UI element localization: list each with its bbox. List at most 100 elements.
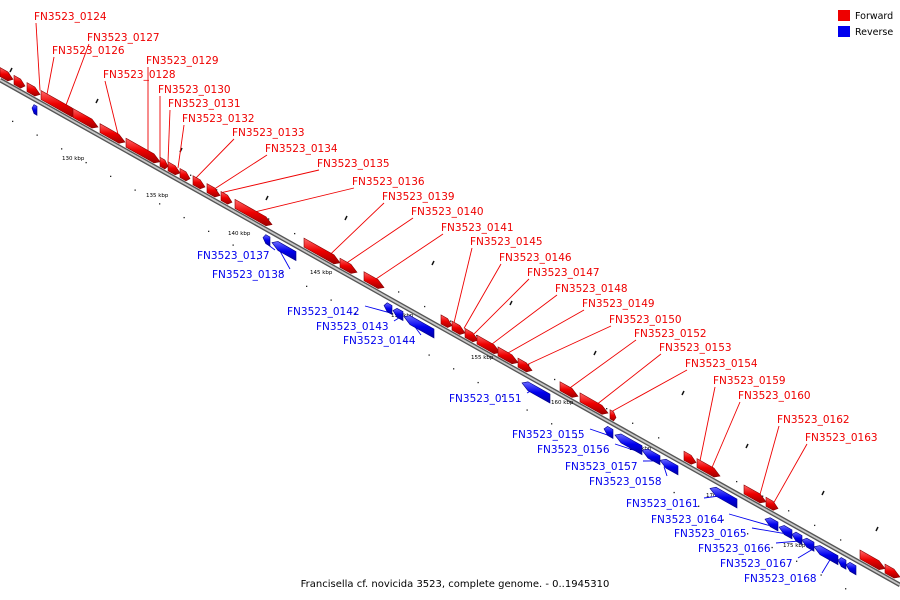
reverse-gene-label[interactable]: FN3523_0144: [343, 335, 416, 347]
forward-gene-label[interactable]: FN3523_0128: [103, 69, 176, 81]
forward-gene-label[interactable]: FN3523_0140: [411, 206, 484, 218]
leader-line: [699, 386, 716, 461]
reverse-gene-arrow[interactable]: [778, 525, 793, 540]
reverse-gene-label[interactable]: FN3523_0167: [720, 558, 793, 570]
reverse-gene-arrow[interactable]: [383, 302, 393, 316]
major-tick: [344, 215, 348, 221]
forward-gene-arrow[interactable]: [683, 450, 697, 465]
forward-gene-label[interactable]: FN3523_0162: [777, 414, 850, 426]
forward-gene-arrow[interactable]: [579, 392, 609, 415]
forward-gene-label[interactable]: FN3523_0160: [738, 390, 811, 402]
reverse-gene-arrow[interactable]: [641, 448, 661, 466]
forward-gene-label[interactable]: FN3523_0124: [34, 11, 107, 23]
forward-gene-arrow[interactable]: [559, 381, 579, 398]
reverse-gene-label[interactable]: FN3523_0164: [651, 514, 724, 526]
forward-gene-label[interactable]: FN3523_0146: [499, 252, 572, 264]
forward-gene-arrow[interactable]: [696, 458, 721, 478]
forward-gene-arrow[interactable]: [0, 67, 14, 82]
forward-gene-arrow[interactable]: [497, 346, 519, 365]
forward-gene-label[interactable]: FN3523_0139: [382, 191, 455, 203]
forward-gene-label[interactable]: FN3523_0135: [317, 158, 390, 170]
forward-gene-label[interactable]: FN3523_0141: [441, 222, 514, 234]
forward-gene-label[interactable]: FN3523_0148: [555, 283, 628, 295]
forward-gene-label[interactable]: FN3523_0159: [713, 375, 786, 387]
major-tick: [509, 300, 513, 306]
forward-gene-arrow[interactable]: [859, 549, 886, 571]
reverse-gene-label[interactable]: FN3523_0151: [449, 393, 522, 405]
forward-gene-arrow[interactable]: [167, 161, 181, 176]
reverse-gene-arrow[interactable]: [262, 234, 271, 247]
forward-gene-label[interactable]: FN3523_0134: [265, 143, 338, 155]
reverse-gene-arrow[interactable]: [403, 315, 435, 339]
reverse-gene-label[interactable]: FN3523_0155: [512, 429, 585, 441]
reverse-gene-label[interactable]: FN3523_0137: [197, 250, 270, 262]
reverse-gene-label[interactable]: FN3523_0166: [698, 543, 771, 555]
forward-gene-label[interactable]: FN3523_0145: [470, 236, 543, 248]
major-tick: [681, 390, 685, 396]
forward-gene-arrow[interactable]: [72, 107, 99, 129]
forward-gene-label[interactable]: FN3523_0130: [158, 84, 231, 96]
forward-gene-arrow[interactable]: [303, 237, 341, 265]
reverse-gene-label[interactable]: FN3523_0161: [626, 498, 699, 510]
forward-gene-arrow[interactable]: [476, 334, 501, 355]
reverse-gene-arrow[interactable]: [764, 517, 779, 532]
forward-gene-arrow[interactable]: [363, 271, 385, 289]
reverse-gene-arrow[interactable]: [31, 104, 38, 116]
reverse-gene-label[interactable]: FN3523_0157: [565, 461, 638, 473]
reverse-gene-arrow[interactable]: [709, 486, 738, 509]
forward-gene-label[interactable]: FN3523_0132: [182, 113, 255, 125]
forward-gene-arrow[interactable]: [220, 190, 233, 205]
reverse-gene-arrow[interactable]: [659, 458, 679, 476]
forward-gene-label[interactable]: FN3523_0147: [527, 267, 600, 279]
forward-gene-label[interactable]: FN3523_0131: [168, 98, 241, 110]
forward-gene-arrow[interactable]: [884, 563, 900, 579]
forward-gene-arrow[interactable]: [192, 175, 206, 190]
reverse-gene-label[interactable]: FN3523_0158: [589, 476, 662, 488]
forward-gene-label[interactable]: FN3523_0129: [146, 55, 219, 67]
forward-gene-label[interactable]: FN3523_0153: [659, 342, 732, 354]
forward-gene-arrow[interactable]: [159, 156, 169, 170]
forward-gene-arrow[interactable]: [765, 496, 779, 511]
leader-line: [703, 495, 718, 499]
forward-gene-arrow[interactable]: [339, 257, 358, 274]
forward-gene-label[interactable]: FN3523_0152: [634, 328, 707, 340]
forward-gene-arrow[interactable]: [743, 484, 767, 504]
forward-gene-arrow[interactable]: [99, 123, 126, 144]
backbone: [0, 78, 900, 587]
forward-gene-label[interactable]: FN3523_0149: [582, 298, 655, 310]
reverse-gene-label[interactable]: FN3523_0156: [537, 444, 610, 456]
forward-gene-arrow[interactable]: [609, 409, 617, 422]
reverse-gene-arrow[interactable]: [271, 241, 297, 262]
leader-line: [177, 124, 185, 168]
forward-gene-arrow[interactable]: [26, 82, 41, 97]
forward-gene-arrow[interactable]: [206, 183, 221, 198]
reverse-gene-label[interactable]: FN3523_0142: [287, 306, 360, 318]
reverse-gene-arrow[interactable]: [392, 307, 404, 322]
reverse-gene-arrow[interactable]: [521, 381, 551, 404]
forward-gene-arrow[interactable]: [125, 137, 161, 164]
reverse-gene-label[interactable]: FN3523_0143: [316, 321, 389, 333]
reverse-gene-arrow[interactable]: [845, 562, 857, 576]
reverse-gene-label[interactable]: FN3523_0165: [674, 528, 747, 540]
reverse-gene-label[interactable]: FN3523_0138: [212, 269, 285, 281]
forward-gene-arrow[interactable]: [440, 314, 453, 328]
forward-gene-label[interactable]: FN3523_0133: [232, 127, 305, 139]
forward-gene-arrow[interactable]: [179, 167, 191, 182]
forward-gene-label[interactable]: FN3523_0150: [609, 314, 682, 326]
forward-gene-label[interactable]: FN3523_0136: [352, 176, 425, 188]
reverse-gene-arrow[interactable]: [837, 557, 847, 570]
reverse-gene-label[interactable]: FN3523_0168: [744, 573, 817, 585]
forward-gene-arrow[interactable]: [234, 198, 273, 227]
forward-gene-arrow[interactable]: [517, 357, 533, 373]
forward-gene-arrow[interactable]: [451, 320, 466, 335]
forward-gene-label[interactable]: FN3523_0126: [52, 45, 125, 57]
reverse-gene-arrow[interactable]: [603, 426, 614, 440]
forward-gene-label[interactable]: FN3523_0163: [805, 432, 878, 444]
leader-line: [46, 56, 55, 95]
leader-line: [507, 309, 585, 354]
forward-gene-arrow[interactable]: [13, 74, 26, 89]
forward-gene-label[interactable]: FN3523_0154: [685, 358, 758, 370]
forward-gene-label[interactable]: FN3523_0127: [87, 32, 160, 44]
forward-gene-arrow[interactable]: [464, 327, 479, 343]
